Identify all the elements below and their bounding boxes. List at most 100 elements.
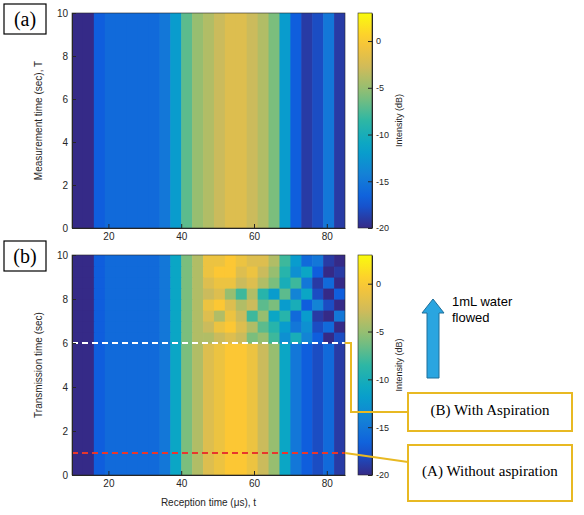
colorbar-tick: -20	[368, 470, 389, 480]
tick-label: 2	[62, 180, 68, 191]
colorbar-tick-mark	[368, 41, 372, 42]
heatmap-cell	[181, 310, 193, 322]
colorbar-tick: -15	[368, 423, 389, 433]
tick-label: 10	[57, 250, 69, 261]
plot-frame	[72, 13, 345, 228]
panel-label: (b)	[13, 245, 36, 268]
heatmap-cell	[148, 288, 160, 300]
heatmap-cell	[138, 266, 150, 278]
heatmap-cell	[279, 266, 291, 278]
heatmap-cell	[247, 332, 259, 344]
tick: 6	[62, 338, 76, 349]
heatmap-cell	[279, 332, 291, 344]
heatmap-cell	[247, 310, 259, 322]
heatmap-cell	[301, 332, 313, 344]
annotation-line	[72, 342, 345, 344]
heatmap-cell	[247, 13, 259, 228]
heatmap-cell	[94, 13, 106, 228]
heatmap-cell	[258, 310, 270, 322]
colorbar-tick-label: -15	[376, 423, 389, 433]
heatmap-cell	[83, 299, 95, 311]
plot-area	[72, 255, 345, 475]
tick-mark	[108, 471, 109, 475]
flow-label: 1mL waterflowed	[452, 294, 513, 325]
heatmap-cell	[312, 13, 324, 228]
heatmap-cell	[138, 321, 150, 333]
tick: 80	[322, 471, 334, 489]
heatmap-cell	[301, 321, 313, 333]
heatmap-cell	[334, 310, 345, 322]
heatmap-cell	[203, 310, 215, 322]
colorbar-tick-label: -20	[376, 223, 389, 233]
heatmap-cell	[290, 332, 302, 344]
tick-label: 4	[62, 382, 68, 393]
colorbar-tick: 0	[368, 279, 381, 289]
heatmap-cell	[127, 299, 139, 311]
heatmap-cell	[225, 299, 237, 311]
heatmap-cell	[258, 277, 270, 289]
heatmap-cell	[72, 13, 84, 228]
tick: 0	[62, 470, 76, 481]
tick-label: 10	[57, 8, 69, 19]
heatmap-cell	[148, 266, 160, 278]
tick-mark	[72, 431, 76, 432]
heatmap-cell	[334, 266, 345, 278]
heatmap-cell	[279, 255, 291, 267]
heatmap-cell	[203, 332, 215, 344]
heatmap-cell	[83, 310, 95, 322]
heatmap-cell	[258, 255, 270, 267]
heatmap-cell	[290, 321, 302, 333]
y-axis: 0246810	[57, 250, 76, 481]
heatmap-cell	[181, 255, 193, 267]
heatmap-cell	[170, 255, 182, 267]
colorbar-axis: 0-5-10-15-20	[368, 14, 389, 234]
heatmap-cell	[181, 321, 193, 333]
tick: 8	[62, 51, 76, 62]
heatmap-cell	[148, 277, 160, 289]
colorbar-tick: -10	[368, 375, 389, 385]
heatmap-cell	[159, 343, 171, 475]
heatmap-cell	[301, 299, 313, 311]
heatmap-cell	[116, 13, 128, 228]
heatmap-cell	[312, 321, 324, 333]
axis-line	[72, 256, 73, 476]
heatmap-cell	[247, 299, 259, 311]
colorbar-tick: 0	[368, 36, 381, 46]
flow-label-line: 1mL water	[452, 294, 513, 309]
heatmap-cell	[159, 288, 171, 300]
heatmap-cell	[127, 321, 139, 333]
x-axis-title: Reception time (μs), t	[161, 497, 256, 508]
heatmap-cell	[105, 332, 117, 344]
heatmap-cell	[192, 266, 204, 278]
plot-area	[72, 13, 345, 228]
colorbar-title: Intensity (dB)	[394, 94, 404, 147]
colorbar-tick-mark	[368, 88, 372, 89]
heatmap-cell	[312, 288, 324, 300]
heatmap-cell	[72, 332, 84, 344]
heatmap-cell	[225, 255, 237, 267]
heatmap-cell	[279, 343, 291, 475]
heatmap-cell	[105, 13, 117, 228]
colorbar-tick-label: -5	[376, 83, 384, 93]
heatmap-cell	[269, 288, 281, 300]
heatmap-cell	[83, 343, 95, 475]
heatmap-cell	[323, 310, 335, 322]
heatmap-cell	[225, 332, 237, 344]
heatmap-cell	[247, 277, 259, 289]
heatmap-cell	[116, 332, 128, 344]
heatmap-cell	[269, 266, 281, 278]
heatmap-cell	[334, 255, 345, 267]
heatmap-cell	[290, 299, 302, 311]
heatmap-cell	[127, 343, 139, 475]
heatmap-cell	[94, 266, 106, 278]
heatmap-cell	[72, 266, 84, 278]
heatmap-cell	[192, 299, 204, 311]
leader-line	[345, 453, 408, 462]
tick: 6	[62, 94, 76, 105]
heatmap-cell	[258, 321, 270, 333]
heatmap-cell	[312, 299, 324, 311]
heatmap-cell	[323, 266, 335, 278]
heatmap-cell	[290, 266, 302, 278]
colorbar-tick: -15	[368, 177, 389, 187]
tick: 8	[62, 294, 76, 305]
